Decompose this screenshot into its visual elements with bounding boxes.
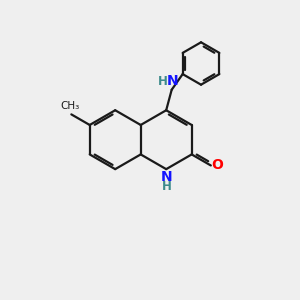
Text: H: H — [158, 75, 168, 88]
Text: H: H — [162, 180, 172, 193]
Text: CH₃: CH₃ — [60, 101, 80, 111]
Text: O: O — [212, 158, 223, 172]
Text: N: N — [161, 170, 172, 184]
Text: N: N — [167, 74, 178, 88]
